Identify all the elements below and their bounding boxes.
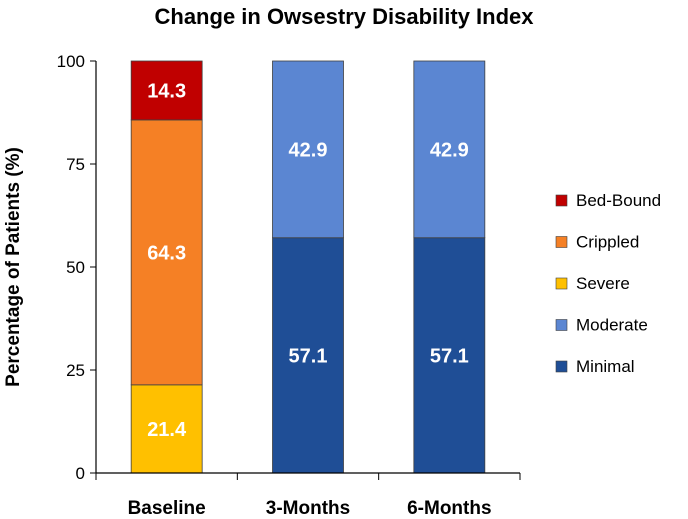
x-tick-label: 3-Months: [266, 498, 350, 519]
legend: Bed-Bound Crippled Severe Moderate Minimal: [555, 191, 661, 376]
y-tick-label: 75: [66, 155, 85, 174]
legend-label-severe: Severe: [576, 274, 630, 293]
legend-swatch-moderate: [555, 319, 568, 331]
y-axis-ticks: 0 25 50 75 100: [57, 52, 96, 483]
x-tick-label: 6-Months: [407, 498, 491, 519]
chart-title: Change in Owsestry Disability Index: [155, 4, 535, 29]
y-tick-label: 100: [57, 52, 85, 71]
bars: 21.4 64.3 14.3 57.1 42.9 57.1 42.9: [130, 60, 486, 474]
data-label: 21.4: [147, 419, 187, 441]
bar-segment-bed-bound: [130, 60, 203, 121]
bar-segment-moderate: [272, 60, 344, 239]
y-tick-label: 50: [66, 258, 85, 277]
data-label: 57.1: [289, 345, 328, 367]
data-label: 42.9: [289, 139, 328, 161]
legend-label-minimal: Minimal: [576, 357, 635, 376]
axes: [95, 61, 521, 480]
legend-swatch-severe: [555, 277, 568, 290]
y-tick-label: 0: [76, 464, 85, 483]
legend-label-bed-bound: Bed-Bound: [576, 191, 661, 210]
bar-segment-crippled: [130, 119, 203, 386]
legend-swatch-crippled: [555, 236, 568, 248]
data-label: 57.1: [430, 345, 469, 367]
x-axis-labels: Baseline 3-Months 6-Months: [128, 498, 492, 519]
y-tick-label: 25: [66, 361, 85, 380]
data-label: 14.3: [147, 80, 186, 102]
legend-label-crippled: Crippled: [576, 233, 639, 252]
y-axis-label: Percentage of Patients (%): [3, 147, 24, 387]
legend-label-moderate: Moderate: [576, 316, 648, 335]
x-tick-label: Baseline: [128, 498, 206, 519]
data-label: 42.9: [430, 139, 469, 161]
bar-segment-moderate: [413, 60, 486, 239]
legend-swatch-bed-bound: [555, 194, 568, 207]
bar-segment-severe: [130, 384, 203, 474]
data-label: 64.3: [147, 242, 186, 264]
legend-swatch-minimal: [555, 360, 568, 373]
